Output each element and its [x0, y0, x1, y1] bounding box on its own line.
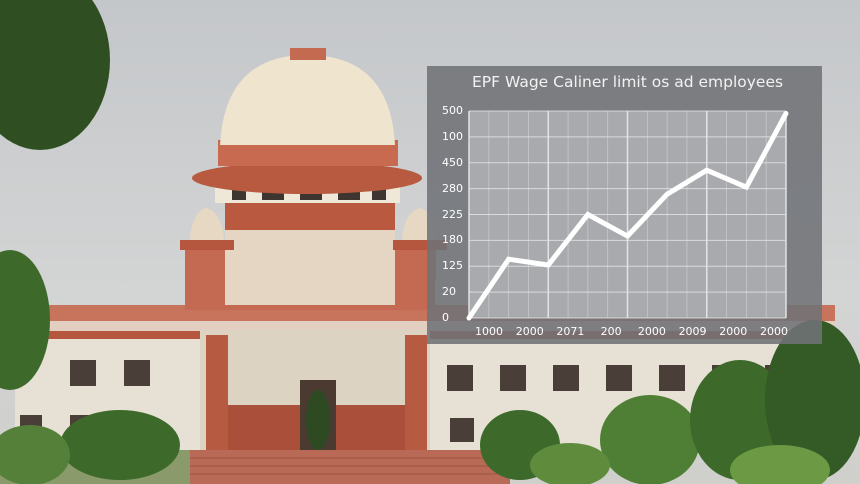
y-tick-label: 500	[442, 104, 463, 117]
y-tick-label: 125	[442, 259, 463, 273]
x-tick-label: 2000	[760, 325, 788, 338]
y-tick-label: 100	[442, 129, 463, 143]
x-tick-label: 2000	[515, 325, 544, 338]
y-tick-label: 280	[442, 181, 463, 195]
x-tick-label: 2000	[719, 325, 748, 338]
x-tick-label: 1000	[475, 325, 503, 338]
y-tick-label: 180	[442, 233, 463, 247]
y-tick-label: 450	[442, 155, 463, 169]
y-tick-label: 0	[442, 311, 449, 324]
y-tick-label: 20	[442, 285, 456, 299]
x-tick-label: 2000	[637, 325, 666, 338]
x-tick-label: 2071	[556, 325, 585, 338]
chart-title: EPF Wage Caliner limit os ad employees	[472, 73, 784, 91]
x-tick-label: 200	[600, 325, 622, 338]
x-tick-label: 2009	[678, 325, 707, 338]
y-tick-label: 225	[442, 207, 463, 221]
